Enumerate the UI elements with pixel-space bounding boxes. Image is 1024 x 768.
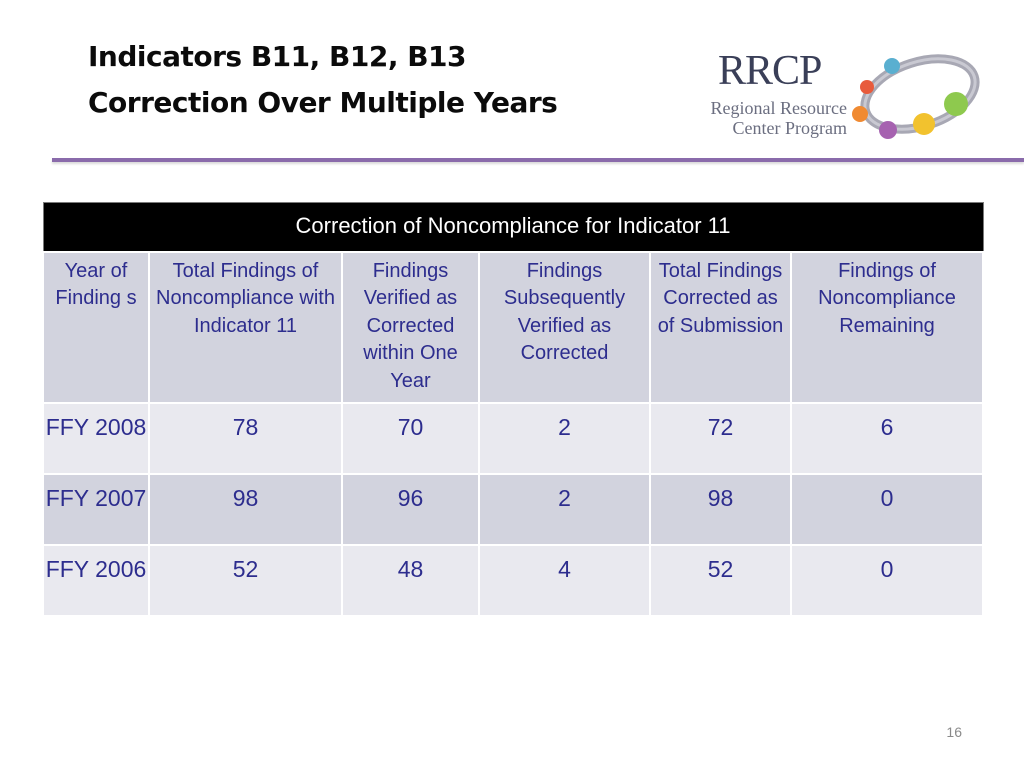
slide-title: Indicators B11, B12, B13 Correction Over… xyxy=(88,34,558,126)
cell-remaining: 0 xyxy=(789,472,985,546)
logo-subtitle: Regional Resource Center Program xyxy=(699,98,847,138)
table-row: FFY 2006 52 48 4 52 0 xyxy=(42,543,985,617)
cell-total-findings: 52 xyxy=(148,543,343,617)
table-header-row: Year of Finding s Total Findings of Nonc… xyxy=(42,250,985,404)
header-total-corrected: Total Findings Corrected as of Submissio… xyxy=(649,250,792,404)
cell-year: FFY 2006 xyxy=(42,543,150,617)
cell-subsequently-verified: 2 xyxy=(478,472,651,546)
logo-dot-orange xyxy=(852,106,868,122)
cell-remaining: 6 xyxy=(789,401,985,475)
logo-dot-green xyxy=(944,92,968,116)
cell-verified-within-one-year: 48 xyxy=(341,543,480,617)
title-divider xyxy=(52,158,1024,162)
header-year-of-findings: Year of Finding s xyxy=(42,250,150,404)
rrcp-orbit-icon xyxy=(852,54,980,139)
table-row: FFY 2008 78 70 2 72 6 xyxy=(42,401,985,475)
cell-total-corrected: 72 xyxy=(649,401,792,475)
logo-subtitle-line-2: Center Program xyxy=(732,118,847,138)
header-subsequently-verified: Findings Subsequently Verified as Correc… xyxy=(478,250,651,404)
slide-title-line-2: Correction Over Multiple Years xyxy=(88,86,558,119)
table-banner: Correction of Noncompliance for Indicato… xyxy=(42,202,984,253)
cell-total-corrected: 98 xyxy=(649,472,792,546)
cell-total-findings: 98 xyxy=(148,472,343,546)
noncompliance-table: Correction of Noncompliance for Indicato… xyxy=(42,202,985,617)
rrcp-logo: RRCP Regional Resource Center Program xyxy=(690,44,990,150)
cell-subsequently-verified: 2 xyxy=(478,401,651,475)
cell-verified-within-one-year: 70 xyxy=(341,401,480,475)
logo-dot-red xyxy=(860,80,874,94)
header-total-findings: Total Findings of Noncompliance with Ind… xyxy=(148,250,343,404)
logo-dot-purple xyxy=(879,121,897,139)
cell-total-corrected: 52 xyxy=(649,543,792,617)
cell-year: FFY 2007 xyxy=(42,472,150,546)
header-verified-within-one-year: Findings Verified as Corrected within On… xyxy=(341,250,480,404)
slide-title-line-1: Indicators B11, B12, B13 xyxy=(88,40,467,73)
cell-year: FFY 2008 xyxy=(42,401,150,475)
header-remaining: Findings of Noncompliance Remaining xyxy=(789,250,985,404)
page-number: 16 xyxy=(946,724,962,740)
logo-dot-blue xyxy=(884,58,900,74)
cell-subsequently-verified: 4 xyxy=(478,543,651,617)
logo-dot-yellow xyxy=(913,113,935,135)
cell-total-findings: 78 xyxy=(148,401,343,475)
table-row: FFY 2007 98 96 2 98 0 xyxy=(42,472,985,546)
logo-acronym: RRCP xyxy=(718,48,822,94)
cell-verified-within-one-year: 96 xyxy=(341,472,480,546)
logo-subtitle-line-1: Regional Resource xyxy=(710,98,847,118)
cell-remaining: 0 xyxy=(789,543,985,617)
